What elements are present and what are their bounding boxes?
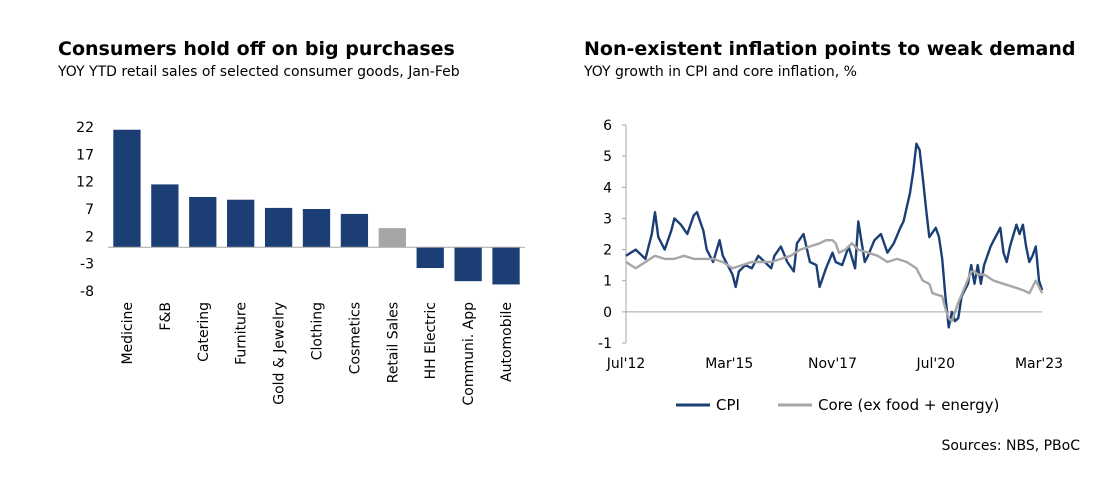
inflation-line-chart: -1 0 1 2 3 4 5 6 Jul'12 Mar'15 Nov'17 Jul'20 Mar'23 C… [598, 118, 1063, 414]
y-tick-label: 5 [603, 149, 612, 165]
bar [378, 228, 406, 248]
x-tick-label: Nov'17 [808, 356, 857, 372]
x-category-label: Automobile [499, 302, 515, 382]
x-category-label: HH Electric [423, 302, 439, 379]
x-tick-label: Jul'20 [915, 356, 955, 372]
x-category-label: Gold & Jewelry [272, 302, 288, 405]
bar [454, 247, 482, 282]
x-category-label: Furniture [234, 302, 250, 365]
x-category-label: F&B [158, 302, 174, 331]
series-line-core [625, 239, 1044, 323]
bar [189, 196, 217, 248]
legend-cpi-label: CPI [716, 396, 740, 414]
bar [416, 247, 444, 269]
x-category-label: Retail Sales [385, 302, 401, 383]
right-chart-subtitle: YOY growth in CPI and core inflation, % [584, 64, 857, 80]
bar [264, 207, 293, 248]
retail-sales-bar-chart: 22 17 12 7 2 -3 -8 Medicine F&B Catering Furniture… [76, 120, 525, 406]
bar [151, 184, 179, 248]
bar [113, 129, 141, 248]
left-chart-subtitle: YOY YTD retail sales of selected consume… [58, 64, 460, 80]
x-category-label: Catering [196, 302, 212, 362]
y-tick-label: 17 [76, 147, 94, 163]
retail-sales-panel: Consumers hold off on big purchases YOY … [58, 38, 525, 406]
x-tick-label: Mar'23 [1015, 356, 1063, 372]
y-tick-label: 1 [603, 274, 612, 290]
x-category-label: Cosmetics [347, 302, 363, 374]
x-tick-label: Jul'12 [606, 356, 646, 372]
bar [340, 213, 369, 248]
y-tick-label: -3 [80, 257, 94, 273]
y-tick-label: 2 [85, 229, 94, 245]
x-category-label: Clothing [310, 302, 326, 360]
legend-core-label: Core (ex food + energy) [818, 396, 999, 414]
y-tick-label: 7 [85, 202, 94, 218]
bar [227, 199, 255, 248]
bar [302, 209, 331, 248]
y-tick-label: 6 [603, 118, 612, 134]
y-tick-label: -8 [80, 284, 94, 300]
y-tick-label: 4 [603, 180, 612, 196]
x-category-label: Medicine [120, 302, 136, 365]
y-tick-label: 3 [603, 211, 612, 227]
x-tick-label: Mar'15 [705, 356, 753, 372]
y-tick-label: -1 [598, 336, 612, 352]
series-line-cpi [625, 142, 1044, 329]
y-tick-label: 0 [603, 305, 612, 321]
bar [492, 247, 520, 285]
inflation-panel: Non-existent inflation points to weak de… [560, 0, 1120, 482]
y-tick-label: 2 [603, 243, 612, 259]
y-tick-label: 12 [76, 175, 94, 191]
y-tick-label: 22 [76, 120, 94, 136]
x-category-label: Communi. App [461, 302, 477, 406]
sources-note: Sources: NBS, PBoC [941, 438, 1080, 454]
left-chart-title: Consumers hold off on big purchases [58, 38, 455, 60]
right-chart-title: Non-existent inflation points to weak de… [584, 38, 1076, 60]
